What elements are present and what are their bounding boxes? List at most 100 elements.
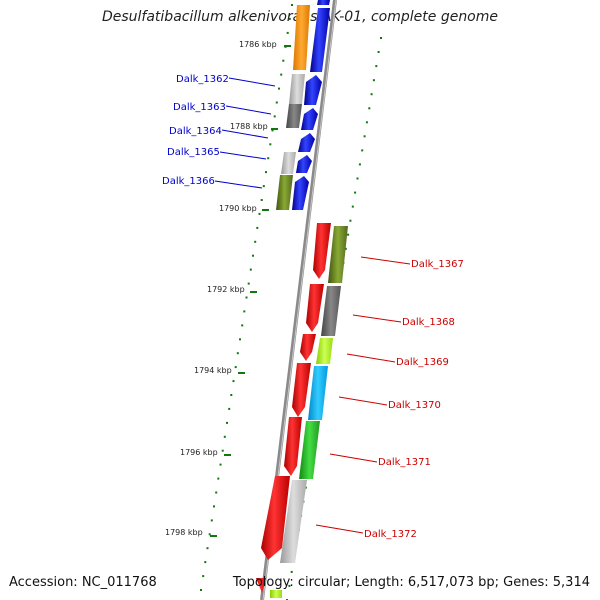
inner-ring-dot: [217, 477, 220, 480]
inner-ring-dot: [267, 157, 270, 160]
left-gene-labels: Dalk_1362 Dalk_1363 Dalk_1364 Dalk_1365 …: [162, 74, 276, 189]
leader-line-1362: [228, 77, 276, 87]
kbp-ticks: 1786 kbp 1788 kbp 1790 kbp 1792 kbp 1794…: [165, 40, 291, 537]
inner-ring-dot: [208, 533, 211, 536]
right-strand-genes: [256, 223, 348, 598]
inner-ring-dot: [269, 143, 272, 146]
outer-ring-dot: [288, 584, 291, 587]
inner-ring-dot: [275, 101, 278, 104]
tick-label-1796: 1796 kbp: [180, 448, 218, 457]
gene-label-1368: Dalk_1368: [402, 317, 455, 328]
gene-arrow-1365: [296, 155, 312, 173]
outer-ring-dot: [358, 163, 361, 166]
tick-label-1790: 1790 kbp: [219, 204, 257, 213]
tick-label-1792: 1792 kbp: [207, 285, 245, 294]
gene-label-1366: Dalk_1366: [162, 176, 215, 187]
gene-arrow-1367: [313, 223, 331, 279]
inner-ring-dot: [260, 199, 263, 201]
gene-block-bottom-partial: [270, 590, 282, 598]
outer-ring-dot: [354, 191, 357, 194]
left-strand-genes: [276, 0, 330, 210]
outer-ring-dot: [377, 51, 380, 53]
outer-ring-dot: [351, 205, 354, 208]
gene-arrow-1361: [310, 8, 330, 72]
inner-ring-dot: [228, 407, 231, 410]
inner-ring-dot: [256, 226, 259, 229]
tick-label-1794: 1794 kbp: [194, 366, 232, 375]
inner-ring-dot: [243, 310, 246, 313]
inner-ring-dot: [223, 435, 226, 438]
outer-ring-dot: [372, 79, 375, 82]
inner-ring-dot: [236, 352, 239, 355]
leader-line-1366: [214, 180, 263, 189]
inner-ring-dot: [249, 268, 252, 271]
outer-ring-dot: [361, 149, 364, 152]
inner-ring-dot: [219, 463, 222, 466]
gene-arrow-1370: [292, 363, 311, 417]
gene-label-1369: Dalk_1369: [396, 357, 449, 368]
inner-ring-dot: [239, 338, 241, 341]
gene-block-1367: [328, 226, 348, 283]
outer-ring-dot: [380, 37, 382, 39]
inner-ring-dot: [280, 73, 283, 76]
inner-ring-dot: [241, 324, 244, 327]
inner-ring-dot: [286, 31, 289, 34]
accession-label: Accession: NC_011768: [9, 575, 157, 590]
leader-line-1370: [338, 396, 388, 406]
inner-ring-dot: [254, 240, 257, 243]
topology-summary: Topology: circular; Length: 6,517,073 bp…: [232, 575, 590, 590]
inner-ring-dot: [210, 519, 213, 522]
inner-ring-dot: [204, 561, 207, 564]
gene-block-1362: [289, 74, 305, 104]
inner-ring-dot: [252, 254, 254, 257]
gene-arrow-1362: [304, 75, 322, 105]
inner-ring-dot: [282, 59, 285, 62]
gene-label-1363: Dalk_1363: [173, 102, 226, 113]
inner-ring-dot: [200, 589, 202, 591]
outer-ring-dot: [356, 177, 359, 180]
gene-block-1369: [316, 338, 333, 364]
inner-ring-dot: [278, 87, 280, 90]
leader-line-1363: [225, 105, 272, 115]
inner-ring-dot: [213, 505, 215, 508]
gene-label-1371: Dalk_1371: [378, 457, 431, 468]
gene-arrow-1372: [261, 476, 290, 560]
leader-line-1369: [346, 353, 396, 363]
outer-ring-dot: [349, 219, 352, 222]
inner-ring-dot: [262, 185, 265, 188]
outer-ring-dot: [365, 121, 368, 124]
gene-label-1370: Dalk_1370: [388, 400, 441, 411]
leader-line-1367: [360, 256, 411, 265]
gene-arrow-1366: [292, 176, 309, 210]
gene-label-1365: Dalk_1365: [167, 147, 220, 158]
inner-ring-dot: [247, 282, 250, 285]
gene-label-1372: Dalk_1372: [364, 529, 417, 540]
inner-ring-dot: [206, 547, 209, 550]
outer-ring-dot: [370, 93, 373, 96]
inner-ring-dot: [215, 491, 218, 494]
inner-ring-dot: [221, 449, 224, 452]
gene-label-1362: Dalk_1362: [176, 74, 229, 85]
inner-ring-dot: [288, 17, 291, 20]
gene-arrow-top-partial: [317, 0, 330, 5]
inner-ring-dot: [273, 115, 276, 118]
inner-ring-dot: [265, 171, 267, 174]
leader-line-1371: [329, 453, 378, 463]
gene-arrow-1369: [300, 334, 316, 361]
inner-ring-dot: [234, 366, 237, 369]
outer-ring-dot: [375, 65, 378, 68]
gene-arrow-bottom-partial: [256, 578, 266, 593]
gene-arrow-1363: [301, 108, 318, 130]
gene-block-1365: [281, 152, 296, 174]
inner-ring-dot: [232, 380, 235, 383]
gene-label-1367: Dalk_1367: [411, 259, 464, 270]
gene-block-1371: [299, 421, 320, 479]
gene-arrow-1371: [284, 417, 302, 476]
leader-line-1365: [219, 151, 267, 160]
tick-label-1786: 1786 kbp: [239, 40, 277, 49]
inner-dotted-ring: [200, 4, 293, 591]
gene-block-1363: [286, 104, 302, 128]
inner-ring-dot: [226, 421, 228, 424]
gene-block-1366: [276, 175, 293, 210]
